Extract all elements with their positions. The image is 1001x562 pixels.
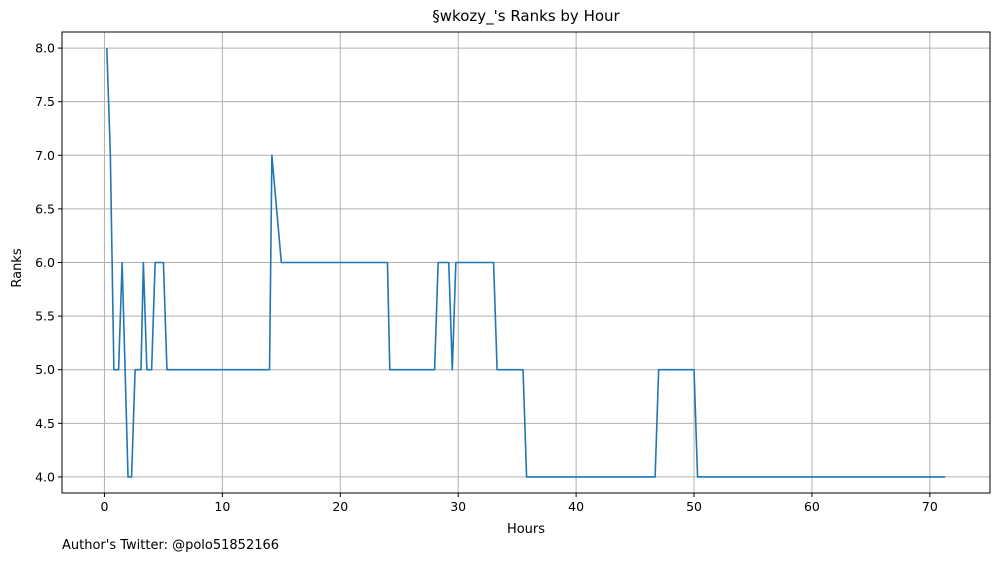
series-line-group — [106, 48, 946, 478]
y-tick-label: 7.0 — [35, 148, 55, 163]
rank-series-line — [106, 48, 946, 478]
x-tick-label: 70 — [922, 499, 938, 514]
y-tick-label: 7.5 — [35, 94, 55, 109]
y-tick-label: 4.5 — [35, 416, 55, 431]
x-axis-title: Hours — [507, 522, 545, 537]
y-tick-label: 5.5 — [35, 309, 55, 324]
x-tick-label: 60 — [804, 499, 820, 514]
y-tick-label: 5.0 — [35, 362, 55, 377]
y-tick-label: 8.0 — [35, 41, 55, 56]
grid-lines — [62, 32, 990, 493]
x-tick-label: 20 — [332, 499, 348, 514]
chart-title: §wkozy_'s Ranks by Hour — [432, 7, 620, 26]
x-tick-label: 40 — [568, 499, 584, 514]
x-tick-label: 10 — [214, 499, 230, 514]
axis-ticks: 0 10 20 30 40 50 60 70 4.0 4.5 5.0 5.5 6.0 6.5 7.0 7.5 8… — [35, 41, 938, 514]
x-tick-label: 50 — [686, 499, 702, 514]
y-tick-label: 6.0 — [35, 255, 55, 270]
x-tick-label: 0 — [100, 499, 108, 514]
y-tick-label: 6.5 — [35, 201, 55, 216]
y-tick-label: 4.0 — [35, 469, 55, 484]
x-tick-label: 30 — [450, 499, 466, 514]
y-axis-title: Ranks — [10, 248, 25, 287]
author-credit: Author's Twitter: @polo51852166 — [62, 538, 280, 553]
